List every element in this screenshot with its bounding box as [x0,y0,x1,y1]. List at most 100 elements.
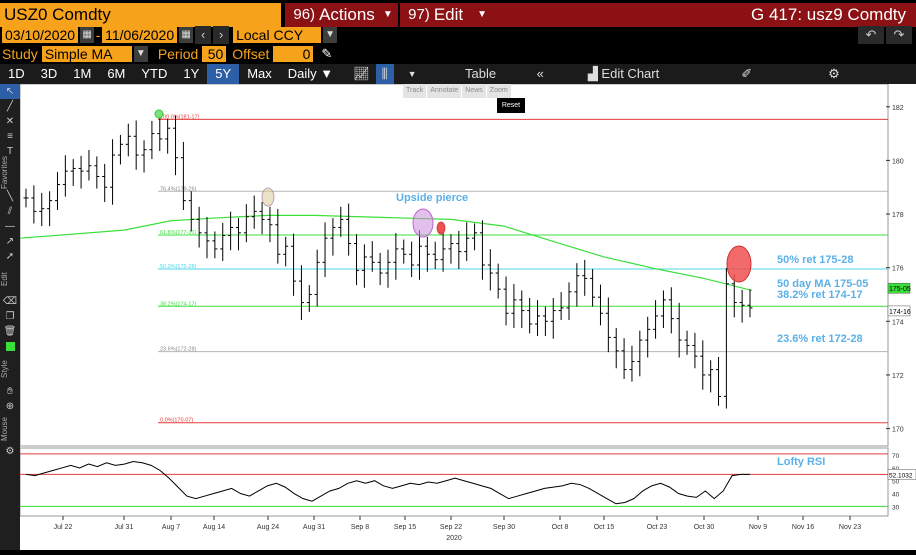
start-date-field[interactable]: 03/10/2020 [2,27,79,43]
ray-tool-icon[interactable]: ↗ [5,236,15,247]
annotate-button[interactable]: Annotate [427,84,462,98]
pale-marker [261,187,275,207]
caret-down-icon: ▼ [382,9,393,20]
track-button[interactable]: Track [403,84,427,98]
channel-tool-icon[interactable]: ⫽ [7,206,13,217]
settings-icon[interactable]: ⚙ [5,446,15,457]
frequency-select[interactable]: Daily ▼ [280,64,341,84]
offset-label: Offset [232,46,270,62]
edit-label: Edit [433,5,464,24]
fib-level-label: 0.0%(170-07) [160,418,193,424]
trend-tool-icon[interactable]: ╲ [6,191,14,202]
actions-menu[interactable]: 96) Actions ▼ [285,3,399,27]
edit-chart-label: Edit Chart [601,66,660,81]
line-tool-icon[interactable]: ╱ [6,101,14,112]
actions-label: Actions [319,5,375,24]
x-tick-label: Oct 30 [694,524,715,531]
fib-level-label: 100.0%(181-17) [160,114,200,120]
gear-icon[interactable]: ⚙ [828,66,840,81]
chart-area[interactable]: 100.0%(181-17) 76.4%(179-26) 61.8%(177-31)… [19,83,916,550]
fib-level-label: 50.0%(175-28) [160,264,197,270]
y-tick-label: 174 [892,319,904,326]
arrow-tool-icon[interactable]: ➚ [5,251,15,262]
x-tick-label: Sep 30 [493,524,515,531]
period-tab[interactable]: 1M [73,66,92,81]
x-tick-label: Aug 24 [257,524,279,531]
x-tick-label: Nov 9 [749,524,767,531]
cross-tool-icon[interactable]: ✕ [5,116,15,127]
currency-field[interactable]: Local CCY [233,27,322,43]
period-toolbar: 1D 3D 1M 6M YTD 1Y 5Y Max Daily ▼ 📈︎ ⫼ ▼… [0,64,916,84]
caret-down-icon: ▼ [320,66,334,81]
copy-icon[interactable]: ❐ [5,311,15,322]
rsi-last-tag [887,469,916,480]
pen-icon[interactable]: ✐ [741,66,753,81]
edit-menu[interactable]: 97) Edit ▼ [400,3,513,27]
study-label: Study [2,46,38,62]
calendar-icon[interactable]: ▦ [80,27,95,43]
reset-button[interactable]: Reset [497,98,525,113]
chart-mini-toolbar: Track Annotate News Zoom [403,84,512,98]
pointer-icon[interactable]: ↖ [0,84,20,99]
ticker-field[interactable]: USZ0 Comdty [0,3,282,27]
caret-down-icon[interactable]: ▼ [133,46,148,62]
text-tool-icon[interactable]: T [6,146,14,157]
pencil-icon[interactable]: ✎ [321,46,333,61]
price-tag-label: 175-05 [889,286,911,293]
caret-down-icon[interactable]: ▼ [323,27,338,43]
line-chart-icon[interactable]: 📈︎ [353,66,370,81]
study-select[interactable]: Simple MA [41,46,132,62]
undo-icon[interactable]: ↶ [858,26,884,44]
fib-tool-icon[interactable]: ≡ [7,131,13,142]
study-bar: Study Simple MA ▼ Period 50 Offset 0 ✎ [0,45,916,63]
large-red-marker [726,245,752,283]
hand-icon[interactable]: ✋︎ [7,386,13,397]
end-date-field[interactable]: 11/06/2020 [102,27,178,43]
zoom-button[interactable]: Zoom [486,84,511,98]
chart-annotation: 23.6% ret 172-28 [777,333,863,345]
period-input[interactable]: 50 [202,46,227,62]
rsi-panel-frame [19,447,889,517]
hline-tool-icon[interactable]: — [5,221,15,232]
caret-down-icon[interactable]: ▼ [407,69,417,79]
period-tab[interactable]: Max [247,66,272,81]
table-button[interactable]: Table [465,66,497,81]
favorites-label: Favorites [0,156,9,189]
color-swatch-icon[interactable] [0,339,20,354]
zoom-icon[interactable]: ⊕ [5,401,15,412]
y-tick-label: 172 [892,373,904,380]
period-tab[interactable]: 1Y [183,66,200,81]
small-red-marker [436,221,446,235]
chart-svg[interactable]: 100.0%(181-17) 76.4%(179-26) 61.8%(177-31)… [19,83,916,550]
bar-chart-icon[interactable]: ⫼ [375,64,394,84]
x-tick-label: Oct 23 [647,524,668,531]
period-tab[interactable]: 6M [107,66,126,81]
x-tick-label: Nov 23 [839,524,861,531]
period-tab[interactable]: YTD [141,66,168,81]
chart-annotation: 50 day MA 175-05 [777,278,868,290]
y-tick-label: 170 [892,427,904,434]
collapse-icon[interactable]: « [536,66,544,81]
chart-annotation: Upside pierce [396,192,468,204]
calendar-icon[interactable]: ▦ [179,27,194,43]
x-tick-label: Oct 15 [594,524,615,531]
trash-icon[interactable]: 🗑︎ [3,326,17,337]
price-panel-frame [19,83,889,447]
x-tick-label: Jul 31 [115,524,134,531]
x-tick-label: Sep 22 [440,524,462,531]
news-button[interactable]: News [462,84,486,98]
redo-icon[interactable]: ↷ [886,26,912,44]
next-arrow-icon[interactable]: › [213,26,230,44]
chart-title: G 417: usz9 Comdty [512,3,916,27]
period-tab[interactable]: 1D [8,66,25,81]
offset-input[interactable]: 0 [273,46,314,62]
period-tab-selected[interactable]: 5Y [207,64,240,84]
prev-arrow-icon[interactable]: ‹ [195,26,212,44]
year-label: 2020 [446,535,462,542]
period-tab[interactable]: 3D [40,66,58,81]
y-tick-label: 178 [892,212,904,219]
fib-level-label: 76.4%(179-26) [160,186,197,192]
edit-chart-button[interactable]: ▟ Edit Chart [582,64,665,84]
y-tick-label: 180 [892,158,904,165]
eraser-icon[interactable]: ⌫ [2,296,18,307]
